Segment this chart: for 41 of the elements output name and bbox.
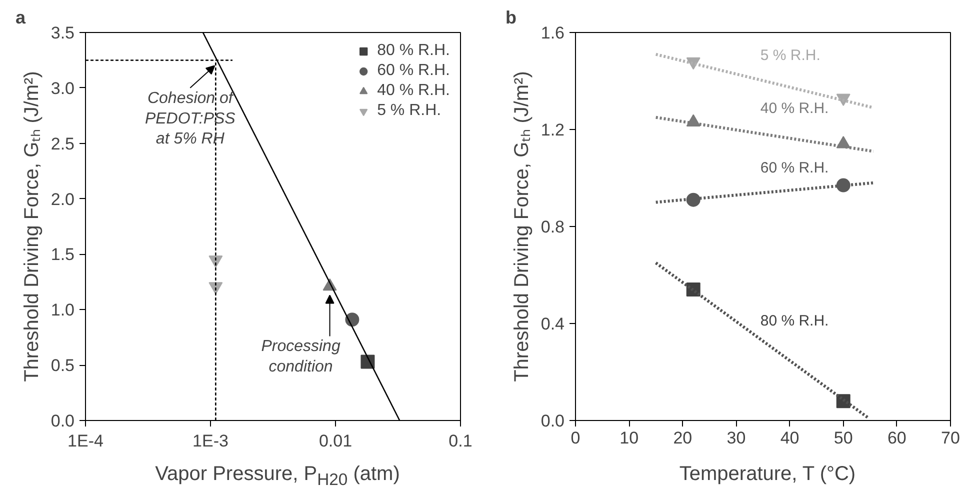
legend-label: 40 % R.H. [377,82,450,100]
y-tick-label: 0.4 [540,314,565,334]
x-tick-label: 1E-4 [68,432,104,450]
y-tick-label: 1.0 [50,300,75,320]
x-tick-label: 0.01 [318,432,352,450]
x-tick-label: 70 [941,428,960,448]
y-axis-title: Threshold Driving Force, Gₜₕ (J/m²) [510,71,533,382]
y-tick-label: 2.5 [50,134,75,154]
x-tick-label: 20 [673,428,692,448]
x-axis-title: Vapor Pressure, P$_{H20}$ (atm) [155,462,400,491]
x-tick-label: 1E-3 [192,432,228,450]
y-tick-label: 1.6 [540,24,565,42]
y-tick-label: 0.8 [540,218,565,236]
x-tick-label: 10 [620,428,639,448]
x-tick-label: 0.1 [448,432,472,450]
series-label: 60 % R.H. [760,160,829,177]
y-tick-label: 0.5 [50,356,75,376]
y-tick-label: 3.0 [50,78,75,98]
legend-label: 5 % R.H. [377,102,442,120]
x-tick-label: 30 [726,428,746,448]
y-tick-label: 0.0 [540,412,565,430]
chart-title: a [16,8,26,28]
x-tick-label: 60 [887,428,906,448]
x-tick-label: 0 [570,428,580,448]
y-tick-label: 0.0 [50,412,75,430]
series-label: 40 % R.H. [760,100,829,118]
x-tick-label: 50 [834,428,853,448]
y-tick-label: 1.5 [50,245,75,264]
annotation: Cohesion of PEDOT:PSS at 5% RH [144,90,236,148]
legend-label: 60 % R.H. [377,62,450,80]
x-tick-label: 40 [780,428,800,448]
x-axis-title: Temperature, T (°C) [679,462,856,487]
y-tick-label: 2.0 [50,190,75,209]
text: 80 % R.H. [760,312,829,330]
legend-label: 80 % R.H. [377,42,450,60]
y-axis-title: Threshold Driving Force, Gₜₕ (J/m²) [20,71,43,382]
text: 5 % R.H. [760,46,820,64]
y-tick-label: 1.2 [540,120,565,140]
y-tick-label: 3.5 [50,24,75,42]
chart-title: b [506,8,516,28]
annotation: Processing condition [261,338,340,376]
